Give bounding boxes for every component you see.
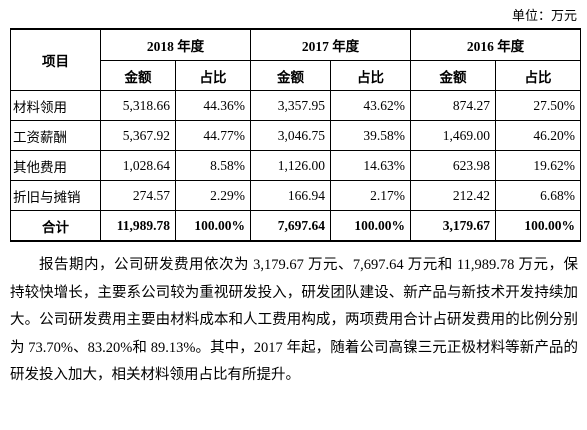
cell: 874.27 <box>410 90 496 121</box>
row-label: 其他费用 <box>10 150 101 181</box>
data-row: 其他费用 1,028.64 8.58% 1,126.00 14.63% 623.98 19.… <box>10 150 581 181</box>
cell: 43.62% <box>330 90 411 121</box>
total-cell: 3,179.67 <box>410 210 496 242</box>
amount-header: 金额 <box>250 60 331 91</box>
cell: 14.63% <box>330 150 411 181</box>
cell: 212.42 <box>410 180 496 211</box>
year-header: 2016 年度 <box>410 28 581 61</box>
table-body: 项目 2018 年度 2017 年度 2016 年度 金额 占比 金额 占比 金额 占比 材料领用 5… <box>10 28 581 242</box>
cell: 3,046.75 <box>250 120 331 151</box>
cell: 2.29% <box>175 180 251 211</box>
unit-label: 单位：万元 <box>511 8 577 23</box>
cell: 2.17% <box>330 180 411 211</box>
total-label: 合计 <box>10 210 101 242</box>
total-cell: 100.00% <box>330 210 411 242</box>
amount-header: 金额 <box>410 60 496 91</box>
total-cell: 100.00% <box>175 210 251 242</box>
cell: 6.68% <box>495 180 581 211</box>
header-row: 项目 2018 年度 2017 年度 2016 年度 <box>10 28 581 91</box>
data-row: 工资薪酬 5,367.92 44.77% 3,046.75 39.58% 1,469.00… <box>10 120 581 151</box>
cell: 274.57 <box>100 180 176 211</box>
share-header: 占比 <box>175 60 251 91</box>
cell: 27.50% <box>495 90 581 121</box>
cell: 44.77% <box>175 120 251 151</box>
year-header: 2017 年度 <box>250 28 411 61</box>
cell: 1,469.00 <box>410 120 496 151</box>
cell: 19.62% <box>495 150 581 181</box>
subheader-row: 金额 占比 金额 占比 金额 占比 <box>11 60 581 91</box>
total-row: 合计 11,989.78 100.00% 7,697.64 100.00% 3,179.6… <box>10 210 581 242</box>
cell: 1,028.64 <box>100 150 176 181</box>
row-label: 材料领用 <box>10 90 101 121</box>
cell: 5,367.92 <box>100 120 176 151</box>
cell: 5,318.66 <box>100 90 176 121</box>
cell: 166.94 <box>250 180 331 211</box>
row-label: 工资薪酬 <box>10 120 101 151</box>
amount-header: 金额 <box>100 60 176 91</box>
cell: 1,126.00 <box>250 150 331 181</box>
item-header: 项目 <box>10 28 101 91</box>
data-row: 折旧与摊销 274.57 2.29% 166.94 2.17% 212.42 6.68% <box>10 180 581 211</box>
cell: 8.58% <box>175 150 251 181</box>
share-header: 占比 <box>495 60 581 91</box>
expense-table: 项目 2018 年度 2017 年度 2016 年度 金额 占比 金额 占比 金额 占比 材料领用 5… <box>10 28 581 242</box>
paragraph: 报告期内，公司研发费用依次为 3,179.67 万元、7,697.64 万元和 … <box>10 257 578 383</box>
cell: 623.98 <box>410 150 496 181</box>
cell: 44.36% <box>175 90 251 121</box>
cell: 39.58% <box>330 120 411 151</box>
total-cell: 7,697.64 <box>250 210 331 242</box>
data-row: 材料领用 5,318.66 44.36% 3,357.95 43.62% 874.27 27… <box>10 90 581 121</box>
year-header: 2018 年度 <box>100 28 251 61</box>
row-label: 折旧与摊销 <box>10 180 101 211</box>
cell: 3,357.95 <box>250 90 331 121</box>
total-cell: 100.00% <box>495 210 581 242</box>
cell: 46.20% <box>495 120 581 151</box>
total-cell: 11,989.78 <box>100 210 176 242</box>
share-header: 占比 <box>330 60 411 91</box>
